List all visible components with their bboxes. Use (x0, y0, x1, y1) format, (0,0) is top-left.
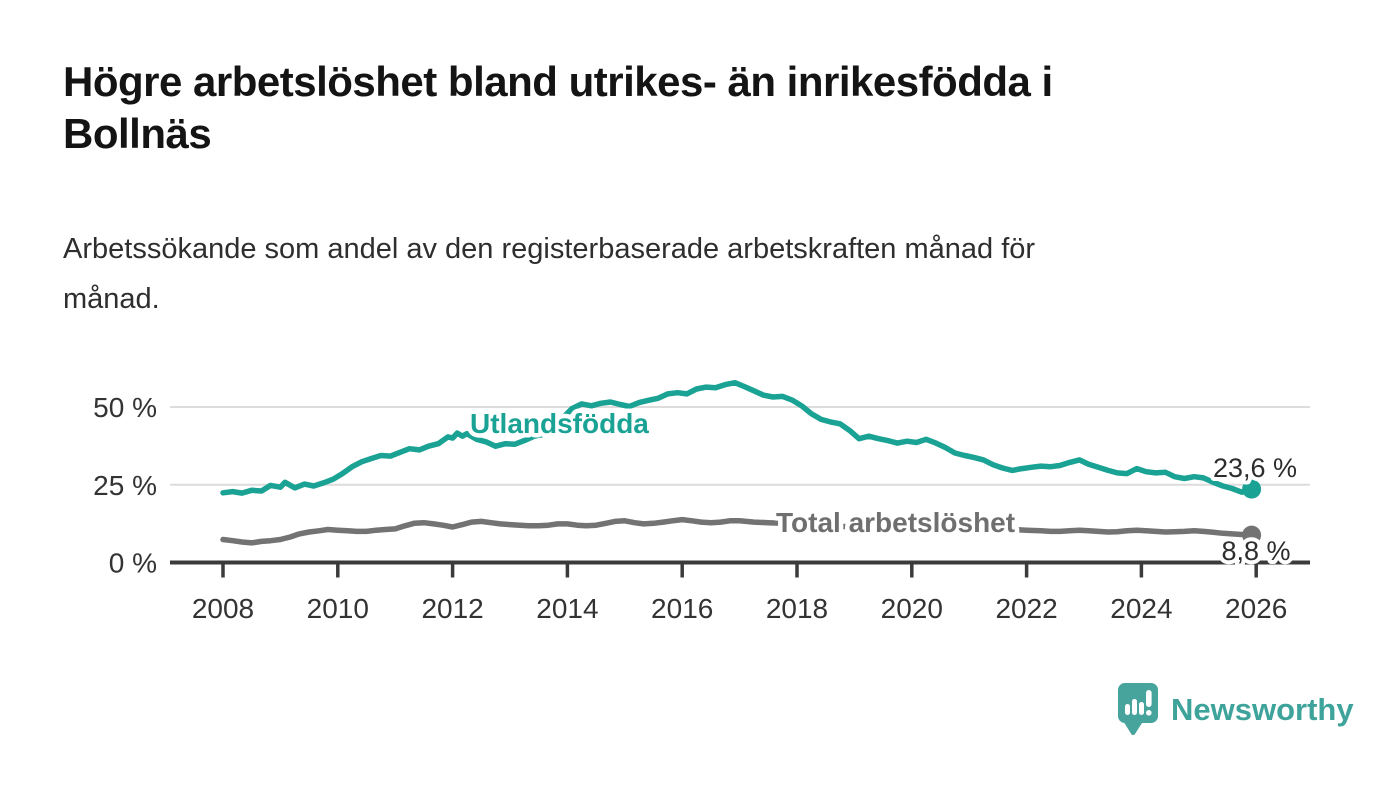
x-axis-tick-label: 2026 (1225, 593, 1287, 624)
newsworthy-logo: Newsworthy (1117, 682, 1354, 738)
y-axis-tick-label: 50 % (93, 392, 157, 423)
page-title: Högre arbetslöshet bland utrikes- än inr… (63, 56, 1323, 160)
page-title-line-2: Bollnäs (63, 110, 212, 157)
x-axis-tick-label: 2012 (421, 593, 483, 624)
speech-bubble-shape (1118, 683, 1158, 736)
series-end-value-total-arbetsloshet: 8,8 % (1221, 536, 1290, 566)
x-axis-tick-label: 2022 (995, 593, 1057, 624)
x-axis-tick-label: 2008 (192, 593, 254, 624)
x-axis-tick-label: 2024 (1110, 593, 1172, 624)
y-axis-tick-label: 0 % (109, 548, 157, 579)
series-end-dot-utlandsfodda (1242, 479, 1262, 499)
series-label-utlandsfodda: Utlandsfödda (470, 408, 649, 439)
chart-subtitle: Arbetssökande som andel av den registerb… (63, 224, 1303, 324)
newsworthy-logo-text: Newsworthy (1171, 692, 1354, 727)
series-label-total-arbetsloshet: Total arbetslöshet (776, 507, 1015, 538)
y-axis-tick-label: 25 % (93, 470, 157, 501)
x-axis-tick-label: 2020 (881, 593, 943, 624)
series-end-dot-total-arbetsloshet (1242, 525, 1262, 545)
x-axis-tick-label: 2010 (307, 593, 369, 624)
series-line-utlandsfodda (220, 379, 1255, 496)
x-axis-tick-label: 2016 (651, 593, 713, 624)
page-title-line-1: Högre arbetslöshet bland utrikes- än inr… (63, 58, 1053, 105)
newsworthy-logo-icon (1118, 683, 1158, 736)
series-line-total-arbetsloshet (220, 516, 1255, 546)
bar-chart-glyph (1125, 690, 1152, 716)
series-end-value-utlandsfodda: 23,6 % (1213, 453, 1297, 483)
chart-subtitle-line-2: månad. (63, 283, 160, 315)
chart-subtitle-line-1: Arbetssökande som andel av den registerb… (63, 233, 1036, 265)
x-axis-tick-label: 2018 (766, 593, 828, 624)
x-axis-tick-label: 2014 (536, 593, 598, 624)
